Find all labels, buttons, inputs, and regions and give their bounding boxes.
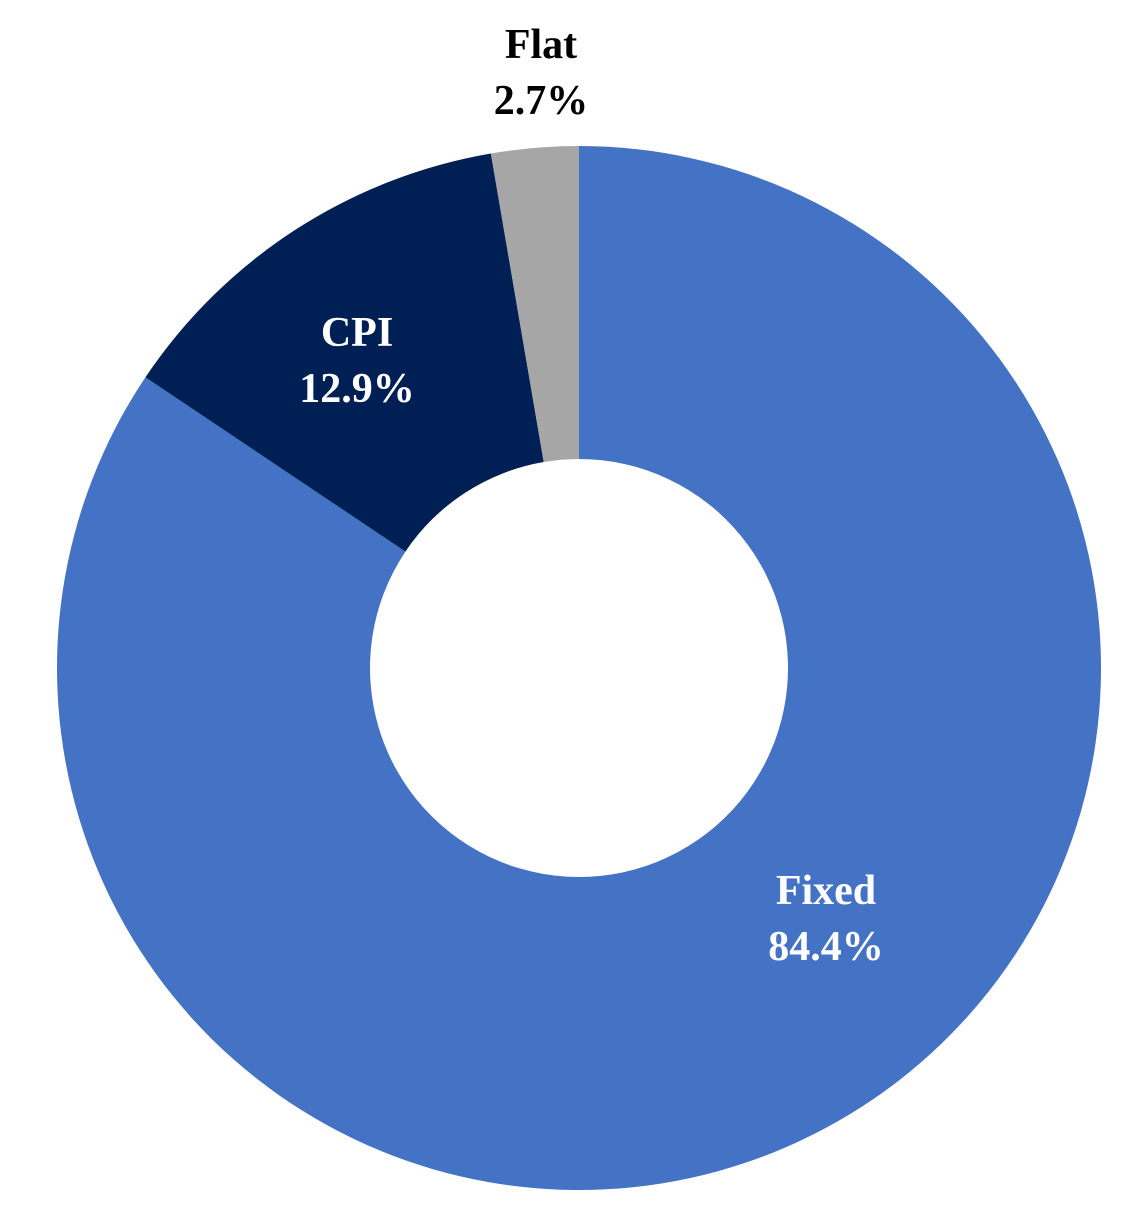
- slice-name-fixed: Fixed: [776, 868, 876, 914]
- slice-value-flat: 2.7%: [494, 78, 589, 124]
- slice-cpi: [145, 153, 544, 552]
- slice-name-flat: Flat: [505, 22, 577, 68]
- slice-name-cpi: CPI: [321, 310, 393, 356]
- slice-labels: Fixed 84.4% CPI 12.9% Flat 2.7%: [299, 22, 884, 970]
- donut-slices: [57, 146, 1102, 1190]
- slice-value-cpi: 12.9%: [299, 366, 415, 412]
- slice-fixed: [57, 146, 1102, 1190]
- slice-value-fixed: 84.4%: [768, 924, 884, 970]
- slice-flat: [490, 146, 579, 462]
